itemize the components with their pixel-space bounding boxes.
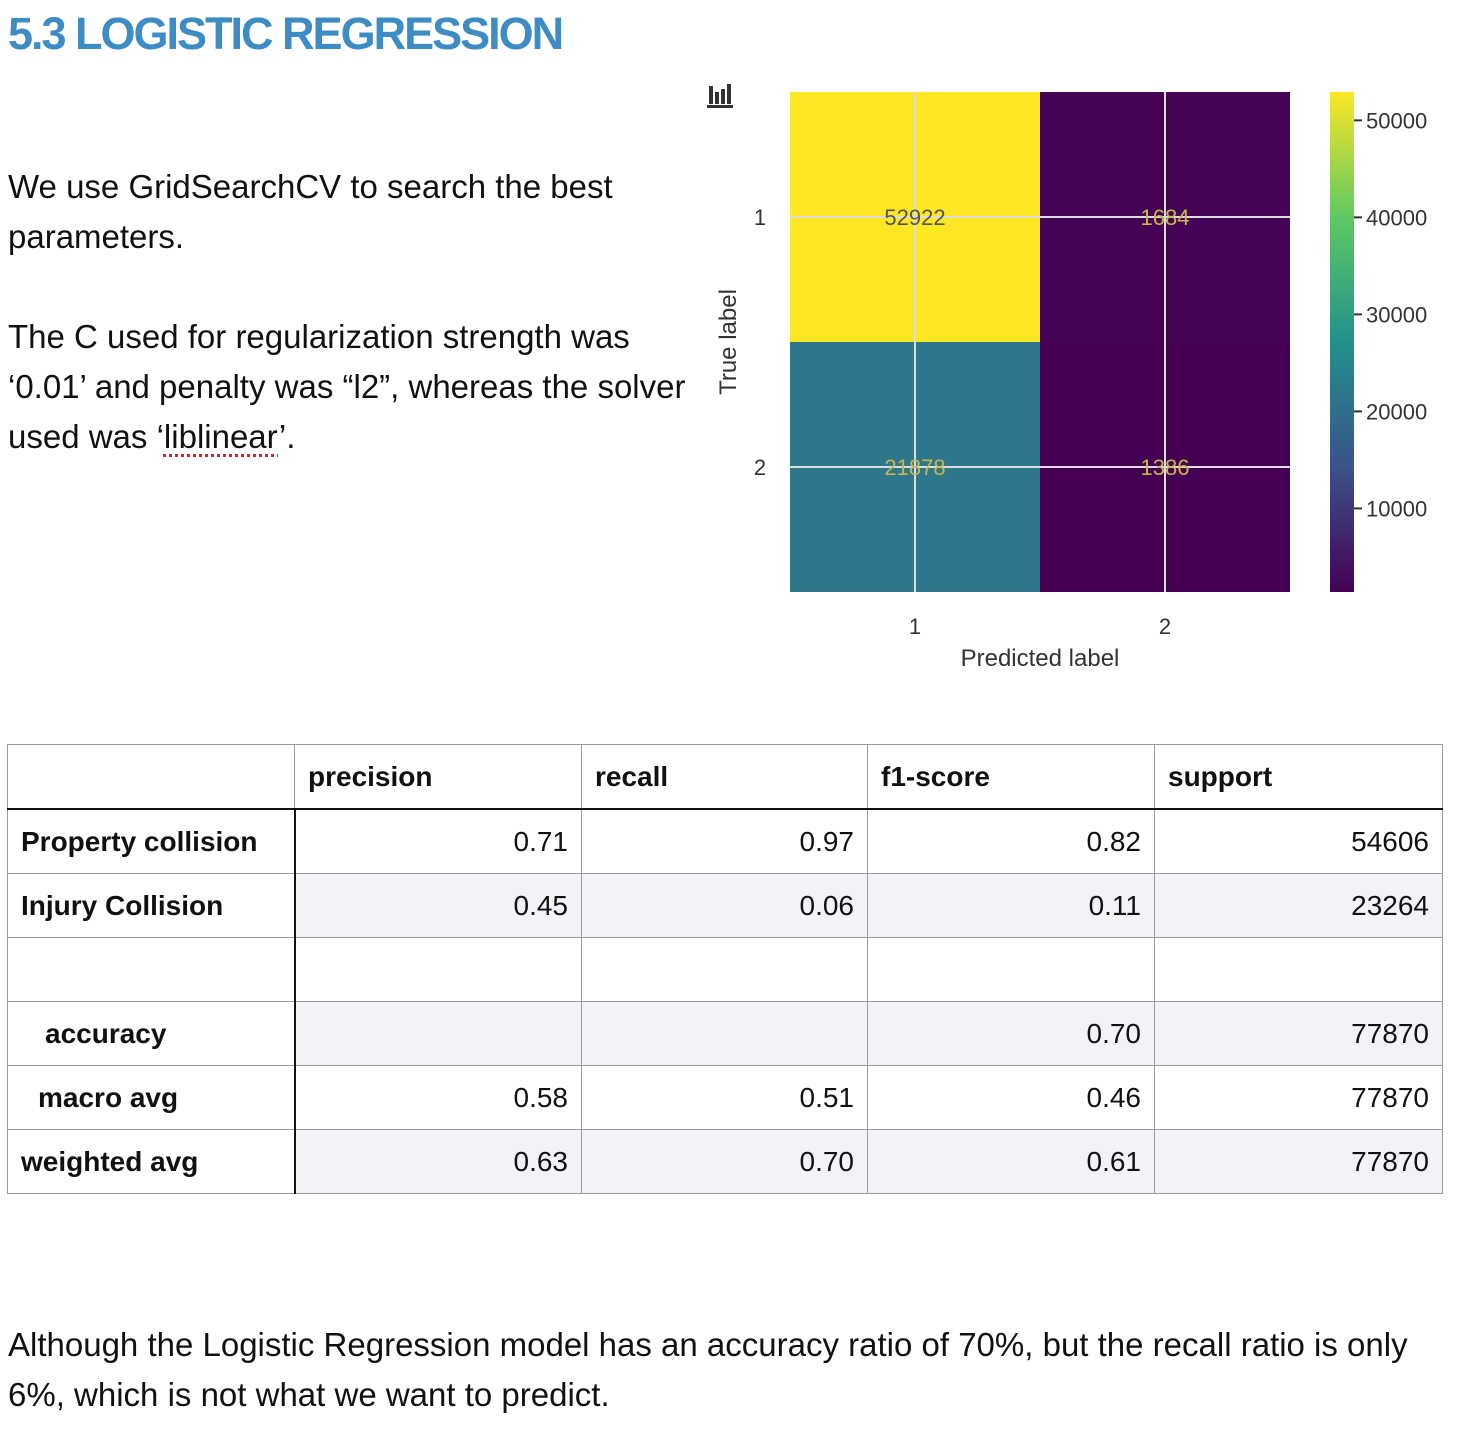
row-label [7,937,296,1002]
table-header-support: support [1154,744,1443,810]
intro-paragraph-2: The C used for regularization strength w… [8,312,688,462]
cell-f1-score [867,937,1155,1002]
cell-f1-score: 0.61 [867,1129,1155,1194]
table-header-row: precision recall f1-score support [7,744,1443,810]
spellcheck-word[interactable]: liblinear [163,418,279,455]
cell-f1-score: 0.11 [867,873,1155,938]
colorbar-tick-label: 30000 [1366,302,1427,327]
cell-support: 77870 [1154,1129,1443,1194]
row-label: weighted avg [7,1129,296,1194]
cell-f1-score: 0.70 [867,1001,1155,1066]
cell-precision [294,1001,582,1066]
y-tick-label: 1 [754,205,766,230]
cell-precision [294,937,582,1002]
x-tick-label: 2 [1159,614,1171,639]
x-tick-label: 1 [909,614,921,639]
table-header-recall: recall [581,744,868,810]
cell-support: 23264 [1154,873,1443,938]
cell-recall: 0.51 [581,1065,868,1130]
cell-recall: 0.70 [581,1129,868,1194]
cell-support [1154,937,1443,1002]
row-label: accuracy [7,1001,296,1066]
cell-support: 77870 [1154,1065,1443,1130]
cell-value-label: 1684 [1141,205,1190,230]
cell-value-label: 1386 [1141,455,1190,480]
table-header-precision: precision [294,744,582,810]
conclusion-paragraph: Although the Logistic Regression model h… [8,1326,1408,1413]
intro-paragraph-2-end: ’. [278,418,296,455]
colorbar-tick-label: 10000 [1366,496,1427,521]
cell-precision: 0.45 [294,873,582,938]
cell-value-label: 21878 [884,455,945,480]
table-row: accuracy 0.70 77870 [7,1001,1443,1066]
cell-support: 77870 [1154,1001,1443,1066]
colorbar-tick-label: 20000 [1366,399,1427,424]
table-row: Injury Collision 0.45 0.06 0.11 23264 [7,873,1443,938]
intro-text: We use GridSearchCV to search the best p… [8,162,688,462]
table-header-f1-score: f1-score [867,744,1155,810]
table-row [7,937,1443,1002]
colorbar-tick-label: 50000 [1366,108,1427,133]
row-label: Property collision [7,808,296,874]
section-heading: 5.3 LOGISTIC REGRESSION [8,8,564,59]
intro-paragraph-1: We use GridSearchCV to search the best p… [8,168,613,255]
cell-f1-score: 0.82 [867,808,1155,874]
bar-chart-icon[interactable] [706,82,736,110]
cell-recall: 0.97 [581,808,868,874]
intro-paragraph-2-text: The C used for regularization strength w… [8,318,686,455]
cell-f1-score: 0.46 [867,1065,1155,1130]
table-header-blank [7,744,295,810]
table-row: Property collision 0.71 0.97 0.82 54606 [7,808,1443,874]
colorbar [1330,92,1354,592]
cell-value-label: 52922 [884,205,945,230]
cell-precision: 0.71 [294,808,582,874]
cell-recall [581,1001,868,1066]
y-axis-label: True label [715,289,742,395]
classification-report-table: precision recall f1-score support Proper… [7,744,1443,1194]
y-tick-label: 2 [754,455,766,480]
confusion-matrix-chart: 52922 1684 21878 1386 1 2 1 2 Predicted label Tru… [715,92,1427,672]
table-row: weighted avg 0.63 0.70 0.61 77870 [7,1129,1443,1194]
cell-recall: 0.06 [581,873,868,938]
cell-precision: 0.58 [294,1065,582,1130]
row-label: macro avg [7,1065,296,1130]
cell-recall [581,937,868,1002]
cell-precision: 0.63 [294,1129,582,1194]
colorbar-tick-label: 40000 [1366,205,1427,230]
row-label: Injury Collision [7,873,296,938]
cell-support: 54606 [1154,808,1443,874]
x-axis-label: Predicted label [961,645,1120,672]
table-row: macro avg 0.58 0.51 0.46 77870 [7,1065,1443,1130]
